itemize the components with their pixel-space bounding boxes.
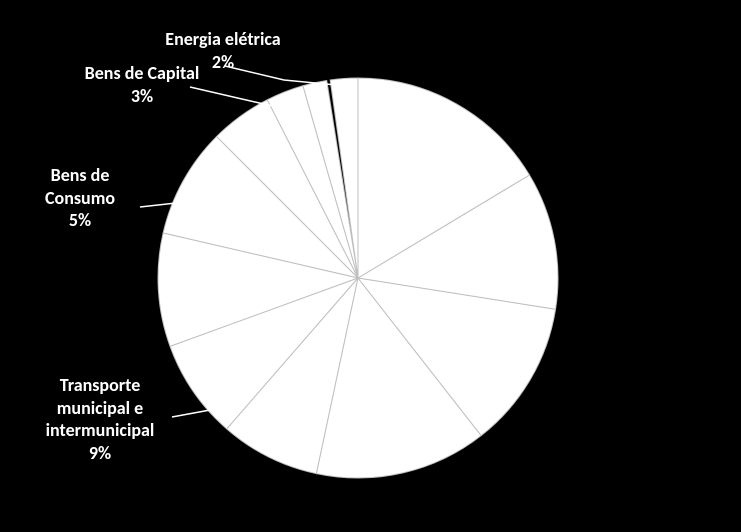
label-bens-de-capital: Bens de Capital3%: [72, 62, 212, 107]
label-energia-eletrica-line-0: Energia elétrica: [148, 28, 298, 51]
label-bens-de-capital-line-1: 3%: [72, 85, 212, 108]
label-bens-de-consumo-line-1: 5%: [20, 209, 140, 232]
label-transporte-line-1: municipal e: [30, 397, 170, 420]
label-transporte-line-0: Transporte: [30, 374, 170, 397]
label-bens-de-consumo-line-0: Bens de Consumo: [20, 164, 140, 209]
label-bens-de-consumo: Bens de Consumo5%: [20, 164, 140, 232]
label-transporte-line-3: 9%: [30, 442, 170, 465]
label-transporte-line-2: intermunicipal: [30, 419, 170, 442]
pie-chart-container: Energia elétrica2%Bens de Capital3%Bens …: [0, 0, 741, 532]
label-transporte: Transportemunicipal eintermunicipal9%: [30, 374, 170, 464]
label-bens-de-capital-line-0: Bens de Capital: [72, 62, 212, 85]
